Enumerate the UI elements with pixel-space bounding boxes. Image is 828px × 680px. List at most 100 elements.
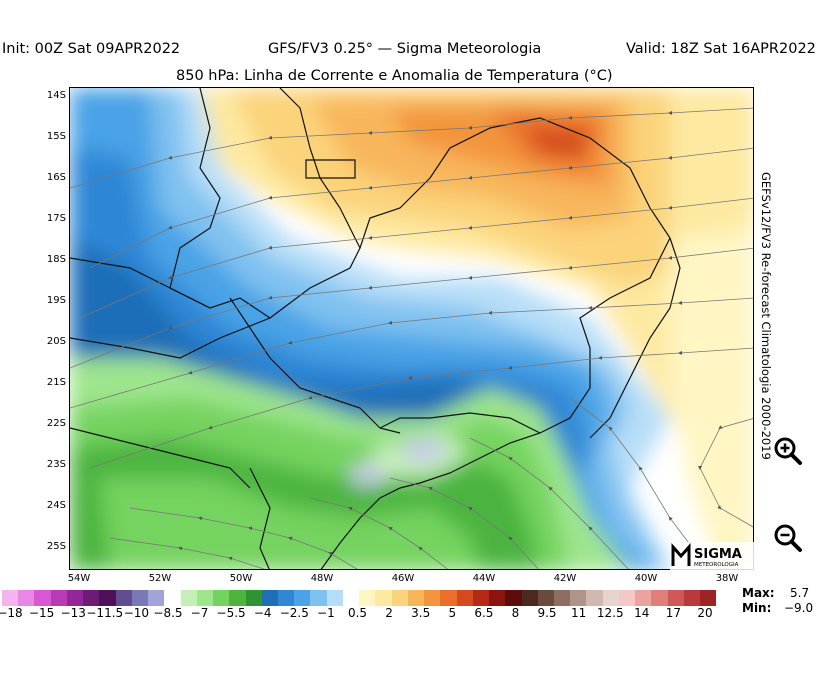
color-scale-swatch	[489, 590, 506, 606]
color-scale-label: 14	[634, 606, 650, 620]
latitude-label: 14S	[46, 90, 66, 101]
latitude-label: 17S	[46, 213, 66, 224]
init-time-label: Init: 00Z Sat 09APR2022	[2, 41, 181, 57]
color-scale-swatch	[456, 590, 473, 606]
color-scale-swatch	[505, 590, 522, 606]
color-scale-label: 11	[570, 606, 587, 620]
color-scale-swatch	[342, 590, 360, 606]
color-scale-swatch	[196, 590, 214, 606]
longitude-label: 40W	[634, 573, 658, 584]
longitude-label: 42W	[553, 573, 577, 584]
color-scale-swatch	[375, 590, 392, 606]
color-scale-swatch	[18, 590, 35, 606]
longitude-label: 50W	[229, 573, 253, 584]
color-scale-swatch	[651, 590, 668, 606]
color-scale-swatch	[472, 590, 490, 606]
color-scale-swatch	[635, 590, 652, 606]
color-scale-swatch	[261, 590, 278, 606]
color-scale-swatch	[602, 590, 619, 606]
color-scale-label: 3.5	[411, 606, 431, 620]
latitude-label: 21S	[46, 377, 66, 388]
longitude-label: 44W	[472, 573, 496, 584]
color-scale-swatch	[326, 590, 343, 606]
color-scale-swatch	[683, 590, 701, 606]
color-scale-swatch	[2, 590, 19, 606]
color-scale-swatch	[537, 590, 554, 606]
color-scale-swatch	[131, 590, 149, 606]
longitude-label: 46W	[391, 573, 415, 584]
latitude-label: 24S	[46, 500, 66, 511]
color-scale-label: −13	[60, 606, 86, 620]
color-scale-swatch	[391, 590, 408, 606]
color-scale-label: −2.5	[279, 606, 309, 620]
color-scale-swatch	[50, 590, 67, 606]
latitude-label: 19S	[46, 295, 66, 306]
color-scale-label: −7	[190, 606, 209, 620]
color-scale-swatch	[229, 590, 246, 606]
color-scale-swatch	[407, 590, 425, 606]
color-scale-label: 6.5	[474, 606, 494, 620]
color-scale-label: −15	[28, 606, 55, 620]
color-scale-swatch	[213, 590, 230, 606]
latitude-label: 18S	[46, 254, 66, 265]
longitude-label: 38W	[715, 573, 739, 584]
color-scale-swatch	[115, 590, 132, 606]
latitude-label: 15S	[46, 131, 66, 142]
svg-text:SIGMA: SIGMA	[694, 547, 742, 562]
color-scale-swatch	[553, 590, 571, 606]
weather-map[interactable]	[69, 87, 754, 570]
max-label: Max:	[742, 586, 775, 600]
color-scale-label: 2	[385, 606, 393, 620]
color-scale-swatch	[667, 590, 684, 606]
anomaly-field	[70, 88, 753, 569]
color-scale-swatch	[424, 590, 441, 606]
color-scale-label: −10	[123, 606, 150, 620]
color-scale-labels: −18 −15 −13 −11.5 −10 −8.5 −7 −5.5 −4 −2.5 −1 0.5 2 3…	[0, 606, 720, 622]
color-scale-label: −18	[0, 606, 23, 620]
color-scale-label: 8	[511, 606, 520, 620]
climatology-label: GEFSv12/FV3 Re-forecast Climatologia 200…	[752, 170, 780, 490]
color-scale-label: −5.5	[216, 606, 246, 620]
color-scale-swatch	[521, 590, 538, 606]
color-scale-label: −8.5	[153, 606, 183, 620]
color-scale-swatch	[570, 590, 587, 606]
color-scale-label: 12.5	[596, 606, 624, 620]
color-scale-swatch	[148, 590, 165, 606]
color-scale-swatch	[294, 590, 311, 606]
color-scale-label: −1	[317, 606, 335, 620]
color-scale-swatch	[99, 590, 116, 606]
color-scale-label: 0.5	[347, 606, 368, 620]
latitude-label: 23S	[46, 459, 66, 470]
color-scale-swatch	[164, 590, 181, 606]
color-scale-swatch	[34, 590, 51, 606]
color-scale-swatch	[83, 590, 100, 606]
min-value: −9.0	[784, 601, 814, 615]
model-title: GFS/FV3 0.25° — Sigma Meteorologia	[268, 41, 542, 57]
min-label: Min:	[742, 601, 772, 615]
color-scale-label: 9.5	[537, 606, 557, 620]
color-scale-swatch	[310, 590, 327, 606]
zoom-out-icon[interactable]	[773, 523, 803, 553]
longitude-label: 48W	[310, 573, 334, 584]
color-scale-swatch	[66, 590, 84, 606]
color-scale-swatch	[440, 590, 457, 606]
longitude-label: 52W	[148, 573, 172, 584]
color-scale-swatch	[180, 590, 197, 606]
valid-time-label: Valid: 18Z Sat 16APR2022	[626, 41, 816, 57]
latitude-label: 25S	[46, 541, 66, 552]
color-scale-swatch	[359, 590, 376, 606]
color-scale-label: −11.5	[86, 606, 124, 620]
color-scale-label: 20	[697, 606, 713, 620]
max-value: 5.7	[790, 586, 810, 600]
color-scale-swatch	[700, 590, 717, 606]
longitude-label: 54W	[67, 573, 91, 584]
latitude-label: 22S	[46, 418, 66, 429]
climatology-text: GEFSv12/FV3 Re-forecast Climatologia 200…	[759, 172, 773, 460]
color-scale-swatch	[618, 590, 636, 606]
svg-text:METEOROLOGIA: METEOROLOGIA	[694, 562, 739, 568]
color-scale	[2, 590, 717, 606]
color-scale-swatch	[277, 590, 295, 606]
color-scale-label: −4	[253, 606, 272, 620]
zoom-in-icon[interactable]	[773, 436, 803, 466]
latitude-label: 20S	[46, 336, 66, 347]
